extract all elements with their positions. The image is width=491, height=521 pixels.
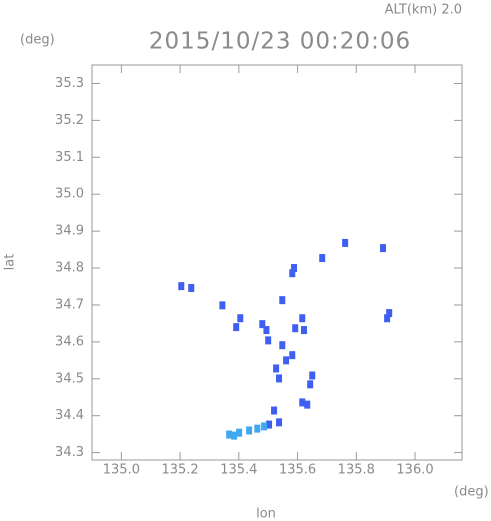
y-tick-label: 34.5: [55, 371, 84, 386]
echo-cell: [219, 301, 226, 310]
x-tick-label: 135.2: [161, 463, 198, 478]
x-axis-label: lon: [256, 507, 276, 521]
x-tick-label: 135.6: [279, 463, 316, 478]
echo-cell: [265, 336, 272, 345]
y-tick-label: 34.9: [55, 224, 84, 239]
echo-cell: [261, 422, 268, 431]
echo-cell: [276, 374, 283, 383]
echo-cell: [384, 314, 391, 323]
echo-cell: [289, 351, 296, 360]
echo-cell: [233, 323, 240, 332]
echo-cell: [301, 326, 308, 335]
echo-cell: [342, 238, 349, 247]
echo-cell: [271, 406, 278, 415]
echo-cell: [299, 314, 306, 323]
y-tick-label: 34.4: [55, 408, 84, 423]
echo-cell: [188, 283, 195, 292]
echo-cell: [237, 314, 244, 323]
echo-cell: [279, 341, 286, 350]
echo-cell: [236, 428, 243, 437]
echo-cell: [299, 398, 306, 407]
echo-cell: [276, 418, 283, 427]
echo-cell: [226, 430, 233, 439]
y-tick-label: 34.8: [55, 261, 84, 276]
echo-cell: [289, 269, 296, 278]
echo-cell: [304, 400, 311, 409]
x-tick-label: 135.0: [103, 463, 140, 478]
x-tick-label: 136.0: [396, 463, 433, 478]
x-unit: (deg): [454, 485, 489, 500]
echo-cell: [307, 380, 314, 389]
altitude-label: ALT(km) 2.0: [385, 3, 462, 18]
plot-frame: [91, 64, 463, 461]
y-tick-label: 35.0: [55, 187, 84, 202]
echo-cell: [266, 420, 273, 429]
y-tick-label: 34.7: [55, 297, 84, 312]
x-tick-label: 135.8: [338, 463, 375, 478]
echo-cell: [246, 426, 253, 435]
y-tick-label: 34.3: [55, 445, 84, 460]
y-tick-label: 34.6: [55, 334, 84, 349]
y-axis-label: lat: [3, 254, 18, 271]
echo-cell: [291, 264, 298, 273]
y-tick-label: 35.3: [55, 76, 84, 91]
echo-cell: [283, 356, 290, 365]
y-unit: (deg): [20, 33, 55, 48]
y-tick-label: 35.2: [55, 113, 84, 128]
echo-cell: [259, 320, 266, 329]
echo-cell: [319, 254, 326, 263]
chart-title: 2015/10/23 00:20:06: [149, 29, 411, 55]
echo-cell: [273, 364, 280, 373]
x-tick-label: 135.4: [220, 463, 257, 478]
echo-cell: [263, 326, 270, 335]
echo-cell: [279, 296, 286, 305]
echo-cell: [178, 282, 185, 291]
echo-cell: [309, 371, 316, 380]
echo-cell: [254, 424, 261, 433]
y-tick-label: 35.1: [55, 150, 84, 165]
echo-cell: [231, 431, 238, 440]
echo-cell: [380, 244, 387, 253]
echo-cell: [386, 309, 393, 318]
echo-cell: [292, 324, 299, 333]
